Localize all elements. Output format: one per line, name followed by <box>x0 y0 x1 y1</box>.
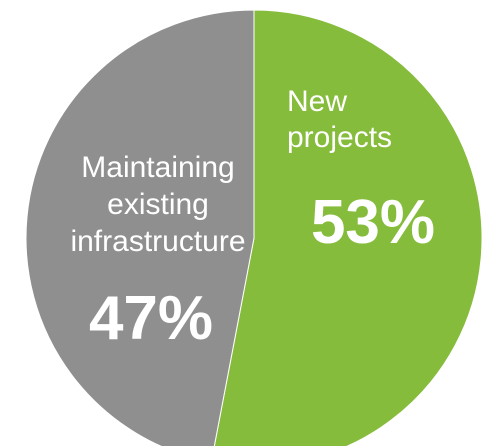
slice-label-line: New <box>287 85 347 118</box>
slice-label-line: Maintaining <box>81 151 234 184</box>
slice-label-1: Maintaining existing infrastructure <box>70 151 245 258</box>
labels-layer: New projects 53% Maintaining existing infrast… <box>70 85 435 353</box>
slice-percent-label-0: 53% <box>311 188 435 257</box>
slice-label-0: New projects <box>287 85 392 154</box>
slices-layer <box>25 9 483 446</box>
slice-label-line: infrastructure <box>70 225 245 258</box>
slice-percent-label-1: 47% <box>89 284 213 353</box>
slice-label-line: existing <box>107 188 209 221</box>
slice-label-line: projects <box>287 121 392 154</box>
pie-slice-1 <box>25 9 255 446</box>
pie-slice-0 <box>213 9 483 446</box>
